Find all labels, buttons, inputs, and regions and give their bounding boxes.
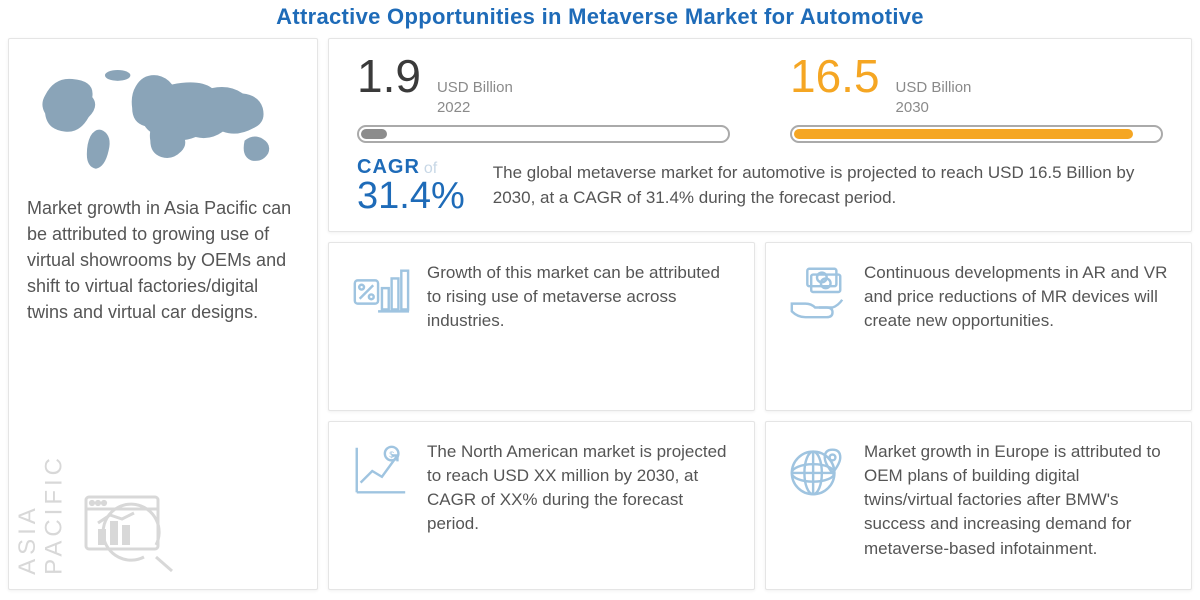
metric-start-unit: USD Billion — [437, 78, 513, 98]
metrics-card: 1.9 USD Billion 2022 16.5 — [328, 38, 1192, 232]
metric-start: 1.9 USD Billion 2022 — [357, 53, 730, 143]
bar-start-track — [357, 125, 730, 143]
info-grid: Growth of this market can be attributed … — [328, 242, 1192, 590]
percent-chart-icon — [349, 261, 411, 323]
bar-end-fill — [794, 129, 1133, 139]
analytics-icon — [78, 475, 178, 575]
page-title: Attractive Opportunities in Metaverse Ma… — [0, 0, 1200, 38]
line-chart-icon: $ — [349, 440, 411, 502]
svg-text:$: $ — [389, 449, 394, 459]
cell-1: Continuous developments in AR and VR and… — [765, 242, 1192, 411]
left-panel-body: Market growth in Asia Pacific can be att… — [27, 195, 299, 325]
cell-3: Market growth in Europe is attributed to… — [765, 421, 1192, 590]
summary-text: The global metaverse market for automoti… — [493, 161, 1163, 210]
metric-end-unit: USD Billion — [896, 78, 972, 98]
bar-end-track — [790, 125, 1163, 143]
cell-0: Growth of this market can be attributed … — [328, 242, 755, 411]
globe-pin-icon — [786, 440, 848, 502]
cell-1-text: Continuous developments in AR and VR and… — [864, 261, 1171, 333]
metric-end: 16.5 USD Billion 2030 — [790, 53, 1163, 143]
hand-money-icon — [786, 261, 848, 323]
metric-start-value: 1.9 — [357, 53, 421, 99]
region-watermark: ASIA PACIFIC — [15, 454, 178, 575]
right-area: 1.9 USD Billion 2022 16.5 — [328, 38, 1192, 590]
world-map-icon — [27, 53, 299, 183]
cell-0-text: Growth of this market can be attributed … — [427, 261, 734, 333]
left-panel: Market growth in Asia Pacific can be att… — [8, 38, 318, 590]
metric-end-value: 16.5 — [790, 53, 880, 99]
bar-start-fill — [361, 129, 387, 139]
metric-start-year: 2022 — [437, 98, 513, 118]
region-label: ASIA PACIFIC — [15, 454, 68, 575]
cagr-value: 31.4% — [357, 177, 465, 215]
cell-3-text: Market growth in Europe is attributed to… — [864, 440, 1171, 561]
cell-2: $ The North American market is projected… — [328, 421, 755, 590]
cagr-block: CAGRof 31.4% — [357, 157, 465, 215]
main-container: Market growth in Asia Pacific can be att… — [0, 38, 1200, 598]
metric-end-year: 2030 — [896, 98, 972, 118]
cell-2-text: The North American market is projected t… — [427, 440, 734, 537]
